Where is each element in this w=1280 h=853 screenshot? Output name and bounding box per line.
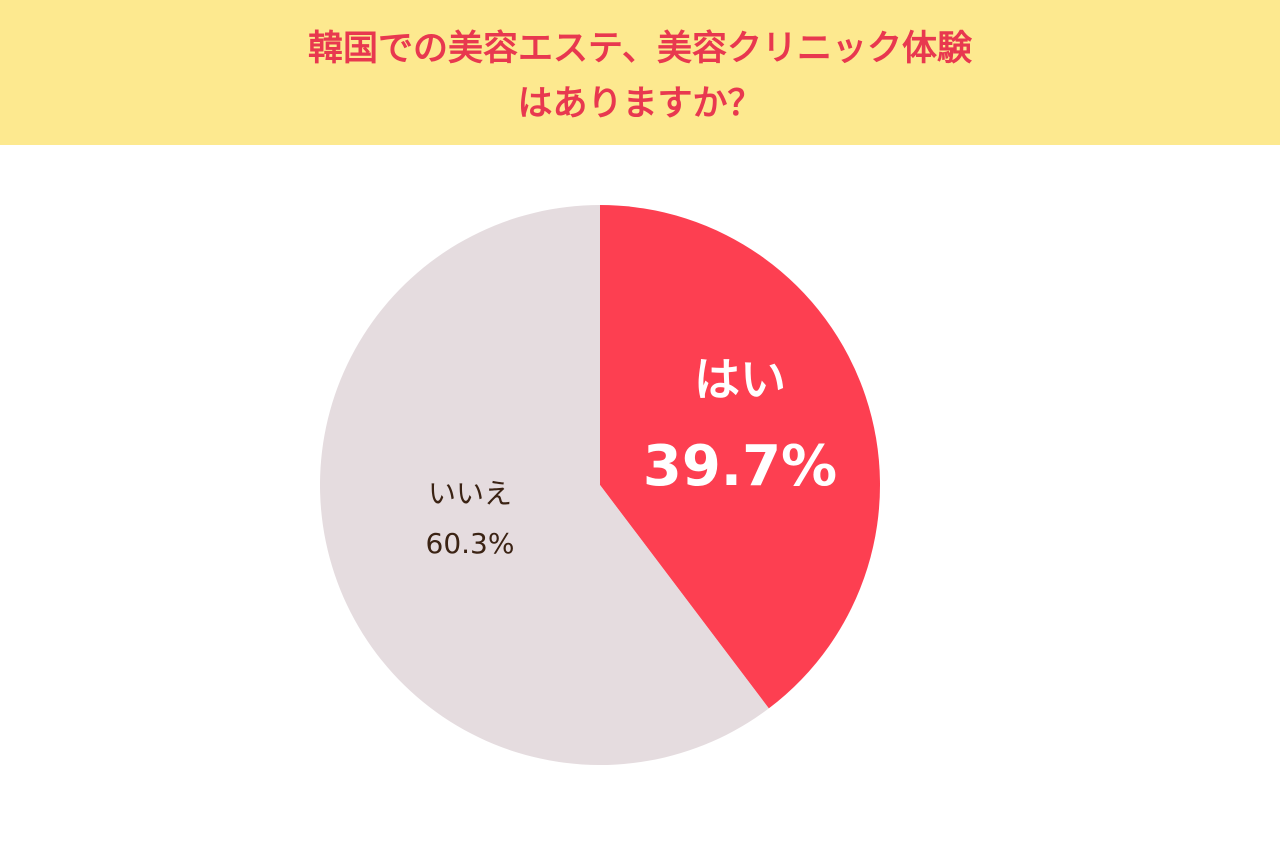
pie-slice xyxy=(600,205,881,709)
value-label: 60.3% xyxy=(426,527,515,560)
slice-label: はい xyxy=(694,353,786,407)
pie-slice xyxy=(319,205,769,765)
value-label: 39.7% xyxy=(643,434,837,499)
chart-title: 韓国での美容エステ、美容クリニック体験 xyxy=(308,29,973,69)
title-band xyxy=(0,0,1280,145)
chart-title: はありますか？ xyxy=(517,84,762,124)
slice-label: いいえ xyxy=(428,477,512,510)
